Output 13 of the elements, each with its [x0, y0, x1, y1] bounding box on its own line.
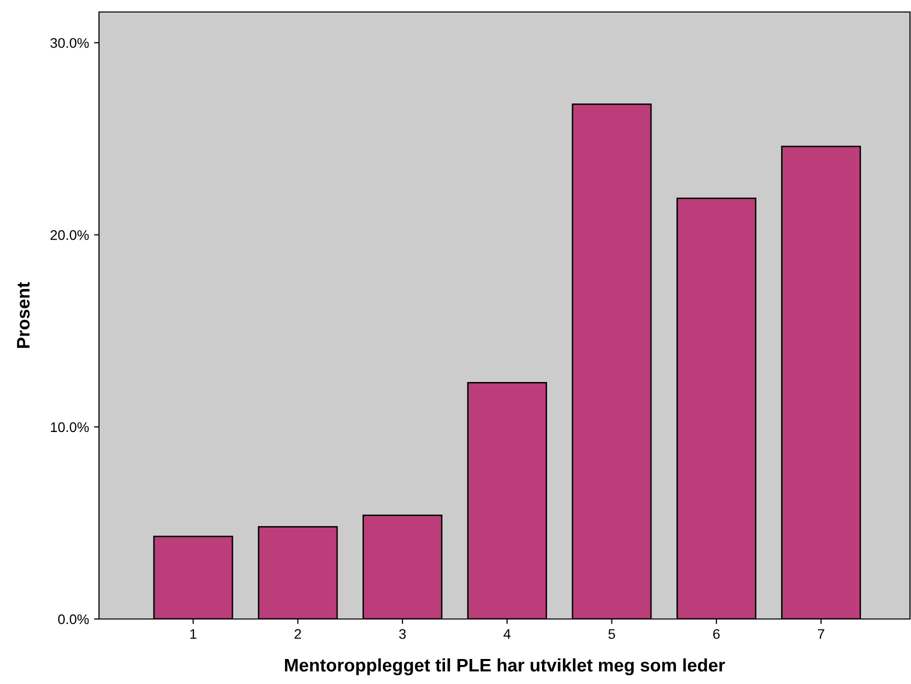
y-tick-label: 0.0%: [58, 614, 89, 624]
y-tick-label: 20.0%: [50, 230, 89, 240]
y-tick-label: 10.0%: [50, 422, 89, 432]
x-tick-label: 5: [608, 629, 616, 639]
y-axis-title: Prosent: [17, 282, 30, 348]
x-tick-label: 2: [294, 629, 301, 639]
x-tick-label: 6: [713, 629, 720, 639]
x-axis-title: Mentoropplegget til PLE har utviklet meg som leder: [285, 658, 725, 676]
x-tick-label: 3: [399, 629, 406, 639]
x-tick-label: 1: [190, 629, 196, 639]
x-tick-label: 7: [818, 629, 824, 639]
y-tick-label: 30.0%: [50, 38, 89, 48]
x-tick-label: 4: [504, 629, 511, 639]
